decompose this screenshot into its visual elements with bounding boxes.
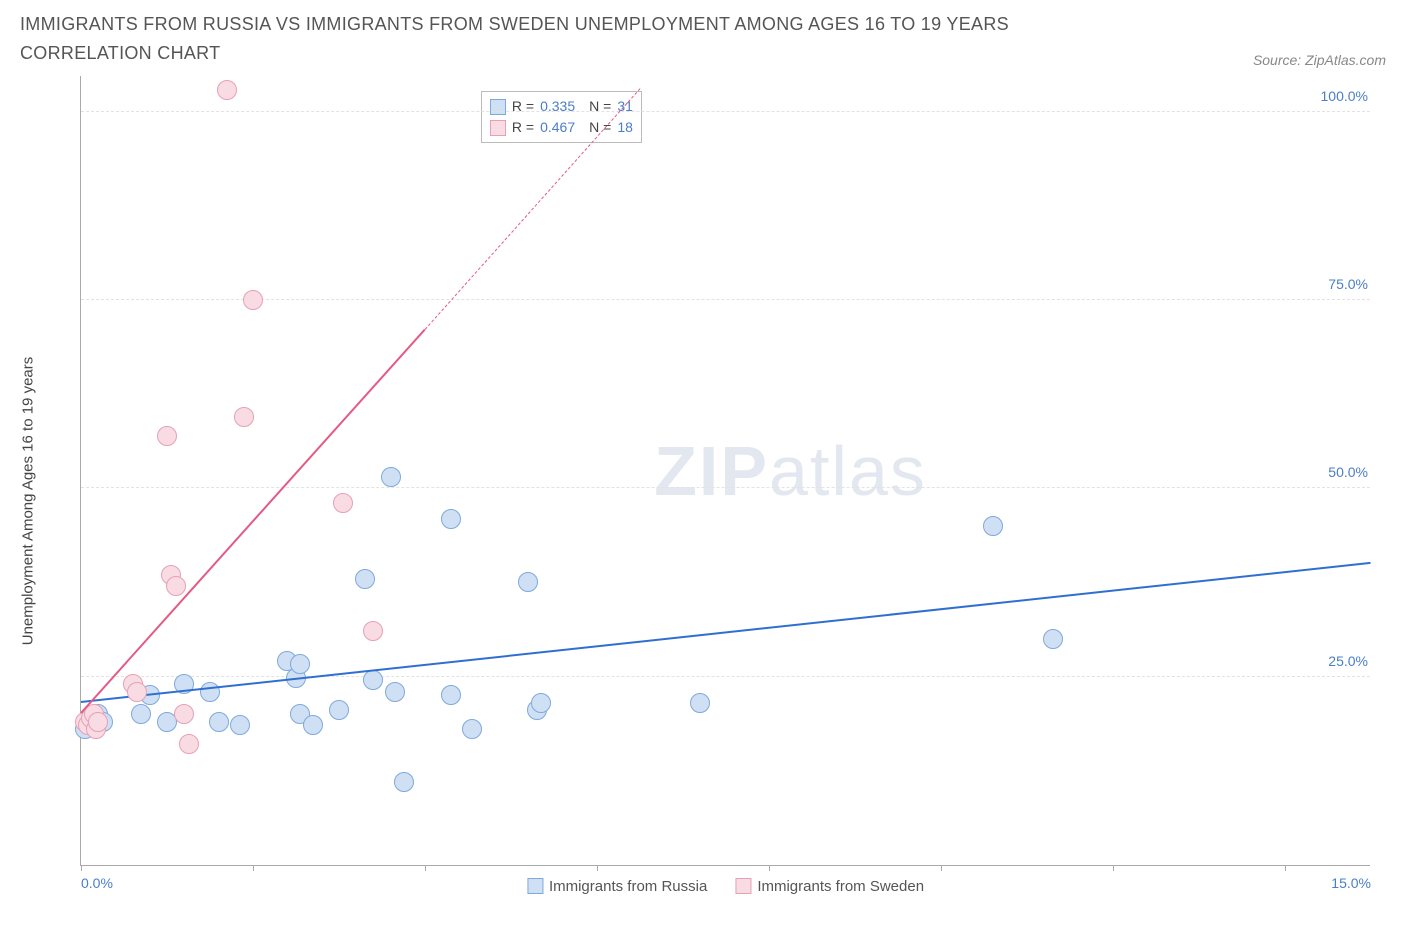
x-tick-mark xyxy=(253,865,254,871)
data-point xyxy=(518,572,538,592)
series-legend: Immigrants from Russia Immigrants from Sw… xyxy=(527,878,924,895)
x-tick-mark xyxy=(769,865,770,871)
data-point xyxy=(88,712,108,732)
y-tick-label: 50.0% xyxy=(1324,464,1372,480)
legend-swatch xyxy=(735,878,751,894)
y-tick-label: 100.0% xyxy=(1317,88,1372,104)
data-point xyxy=(329,700,349,720)
legend-key: R = xyxy=(512,117,534,138)
gridline xyxy=(81,111,1370,112)
x-tick-mark xyxy=(1285,865,1286,871)
data-point xyxy=(303,715,323,735)
plot-area: ZIPatlas R =0.335N =31R =0.467N =18 25.0… xyxy=(80,76,1370,866)
watermark-light: atlas xyxy=(769,432,927,510)
data-point xyxy=(355,569,375,589)
data-point xyxy=(690,693,710,713)
legend-r-value: 0.335 xyxy=(540,96,575,117)
data-point xyxy=(209,712,229,732)
legend-key: N = xyxy=(589,96,611,117)
x-tick-mark xyxy=(597,865,598,871)
watermark: ZIPatlas xyxy=(654,431,927,511)
legend-row: R =0.335N =31 xyxy=(490,96,633,117)
data-point xyxy=(462,719,482,739)
data-point xyxy=(385,682,405,702)
legend-key: N = xyxy=(589,117,611,138)
data-point xyxy=(179,734,199,754)
data-point xyxy=(363,621,383,641)
legend-swatch xyxy=(490,120,506,136)
data-point xyxy=(441,509,461,529)
data-point xyxy=(983,516,1003,536)
legend-item: Immigrants from Sweden xyxy=(735,878,924,895)
x-tick-label: 0.0% xyxy=(81,875,113,891)
data-point xyxy=(333,493,353,513)
data-point xyxy=(131,704,151,724)
x-tick-mark xyxy=(81,865,82,871)
legend-item: Immigrants from Russia xyxy=(527,878,707,895)
data-point xyxy=(230,715,250,735)
data-point xyxy=(174,704,194,724)
legend-swatch xyxy=(490,99,506,115)
source-label: Source: ZipAtlas.com xyxy=(1253,52,1386,68)
correlation-legend: R =0.335N =31R =0.467N =18 xyxy=(481,91,642,143)
x-tick-mark xyxy=(425,865,426,871)
legend-label: Immigrants from Sweden xyxy=(757,878,924,895)
data-point xyxy=(1043,629,1063,649)
data-point xyxy=(127,682,147,702)
trend-line xyxy=(81,562,1371,703)
x-tick-label: 15.0% xyxy=(1331,875,1371,891)
gridline xyxy=(81,487,1370,488)
data-point xyxy=(381,467,401,487)
data-point xyxy=(290,654,310,674)
legend-n-value: 18 xyxy=(617,117,633,138)
data-point xyxy=(441,685,461,705)
data-point xyxy=(217,80,237,100)
y-tick-label: 25.0% xyxy=(1324,653,1372,669)
y-axis-label: Unemployment Among Ages 16 to 19 years xyxy=(20,356,37,645)
x-tick-mark xyxy=(1113,865,1114,871)
data-point xyxy=(200,682,220,702)
y-tick-label: 75.0% xyxy=(1324,276,1372,292)
x-tick-mark xyxy=(941,865,942,871)
legend-label: Immigrants from Russia xyxy=(549,878,707,895)
chart-container: Unemployment Among Ages 16 to 19 years Z… xyxy=(20,76,1386,926)
data-point xyxy=(234,407,254,427)
legend-r-value: 0.467 xyxy=(540,117,575,138)
data-point xyxy=(363,670,383,690)
chart-title: IMMIGRANTS FROM RUSSIA VS IMMIGRANTS FRO… xyxy=(20,10,1120,68)
data-point xyxy=(166,576,186,596)
data-point xyxy=(394,772,414,792)
legend-swatch xyxy=(527,878,543,894)
data-point xyxy=(157,426,177,446)
trend-line xyxy=(80,329,425,714)
legend-key: R = xyxy=(512,96,534,117)
watermark-bold: ZIP xyxy=(654,432,769,510)
gridline xyxy=(81,676,1370,677)
gridline xyxy=(81,299,1370,300)
data-point xyxy=(243,290,263,310)
data-point xyxy=(531,693,551,713)
